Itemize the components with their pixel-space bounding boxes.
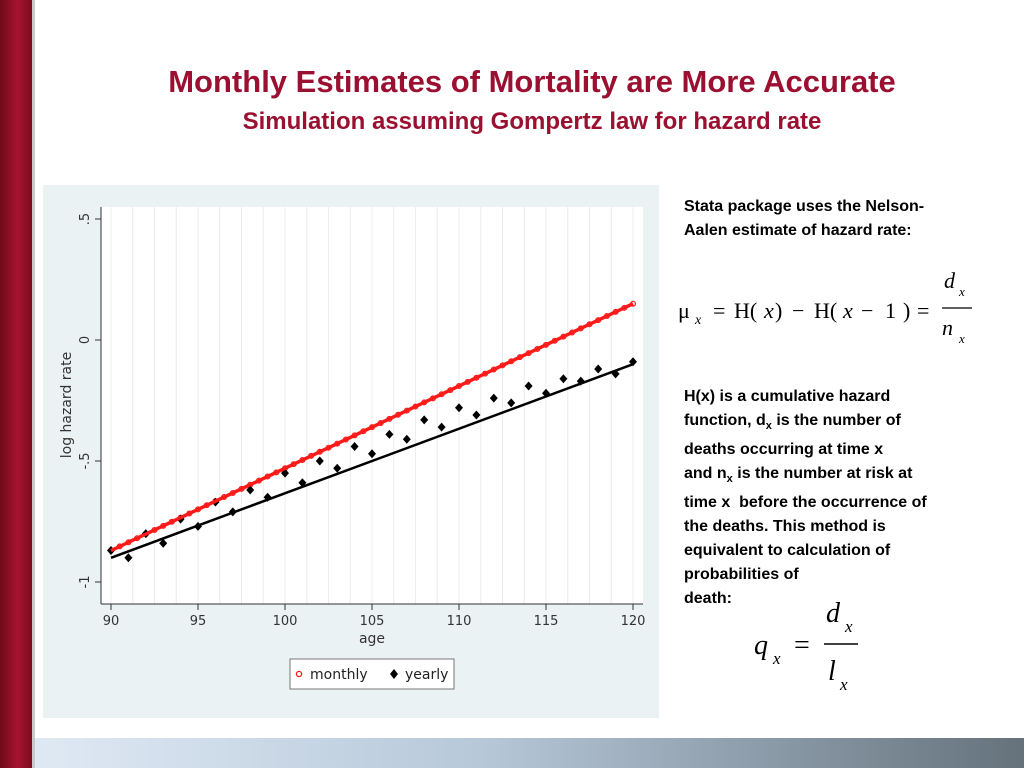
legend-yearly-marker (390, 669, 398, 679)
yearly-data-point (315, 456, 324, 466)
y-axis-ticks: -1 -.5 0 .5 (78, 213, 101, 589)
cumulative-hazard-note: H(x) is a cumulative hazard function, dx… (684, 385, 1004, 611)
chart-panel: 90 95 100 105 110 115 120 -1 -.5 0 .5 age log haz… (43, 185, 659, 718)
note-line: equivalent to calculation of (684, 542, 891, 560)
x-axis-ticks: 90 95 100 105 110 115 120 (103, 604, 646, 629)
monthly-fit-line (110, 302, 634, 553)
y-tick-label: -1 (78, 576, 93, 589)
nelson-aalen-formula: μ x = H( x ) − H( x − 1 ) = d x n x (678, 268, 972, 346)
yearly-data-point (159, 538, 168, 548)
slide-subtitle: Simulation assuming Gompertz law for haz… (242, 108, 822, 135)
yearly-data-point (385, 429, 394, 439)
formula-minus: − (861, 298, 873, 323)
formula-denominator: l (828, 656, 836, 687)
yearly-data-point (420, 415, 429, 425)
yearly-data-point (350, 441, 359, 451)
formula-equals: = (713, 298, 725, 323)
legend-box (289, 658, 455, 690)
yearly-data-point (402, 434, 411, 444)
note-line: and nx is the number at risk at (684, 462, 1004, 491)
formula-numerator-sub: x (844, 617, 853, 636)
formula-numerator: d (944, 268, 956, 293)
y-tick-label: -.5 (78, 452, 93, 469)
yearly-data-point (507, 398, 516, 408)
note-line: H(x) is a cumulative hazard (684, 388, 891, 405)
left-accent-bar-edge (32, 0, 35, 768)
note-line: probabilities of (684, 566, 799, 584)
formula-h-open: H( (734, 298, 757, 323)
x-axis-title: age (359, 631, 385, 647)
y-axis-title: log hazard rate (59, 352, 75, 458)
log-hazard-chart: 90 95 100 105 110 115 120 -1 -.5 0 .5 age log haz… (59, 207, 646, 690)
yearly-data-point (124, 553, 133, 563)
x-tick-label: 105 (360, 614, 385, 629)
yearly-data-point (576, 376, 585, 386)
death-probability-formula: q x = d x l x (754, 598, 858, 694)
note-text: and n (684, 465, 727, 483)
formula-x: x (763, 298, 774, 323)
yearly-data-point (333, 463, 342, 473)
formula-equals: = (794, 630, 810, 661)
note-line: death: (684, 590, 732, 608)
x-tick-label: 115 (534, 614, 559, 629)
formula-one: 1 (885, 298, 896, 323)
formula-denominator-sub: x (958, 331, 965, 346)
formula-numerator-sub: x (958, 284, 965, 299)
formula-denominator-sub: x (839, 675, 848, 694)
legend-monthly-label: monthly (310, 667, 368, 683)
formula-q-sub: x (772, 649, 781, 668)
x-tick-label: 100 (273, 614, 298, 629)
formula-minus: − (792, 298, 804, 323)
yearly-fit-line (110, 363, 634, 559)
yearly-data-point (437, 422, 446, 432)
yearly-data-point (455, 403, 463, 413)
yearly-data-point (246, 485, 255, 495)
yearly-data-point (559, 374, 568, 384)
x-tick-label: 90 (103, 614, 120, 629)
y-tick-label: 0 (78, 336, 93, 344)
note-line: function, dx is the number of (684, 409, 1004, 438)
formula-numerator: d (826, 598, 841, 629)
formula-denominator: n (942, 315, 953, 340)
x-tick-label: 120 (621, 614, 646, 629)
yearly-data-point (489, 393, 498, 403)
note-text: is the number at risk at (732, 465, 913, 483)
nelson-aalen-note: Stata package uses the Nelson- Aalen est… (684, 195, 1004, 243)
yearly-data-point (524, 381, 533, 391)
formula-close-paren: ) (903, 298, 910, 323)
note-line: Stata package uses the Nelson- (684, 198, 925, 215)
x-tick-label: 95 (190, 614, 207, 629)
x-tick-label: 110 (447, 614, 472, 629)
formula-x: x (842, 298, 853, 323)
yearly-data-point (472, 410, 481, 420)
bottom-gradient-bar (35, 738, 1024, 768)
note-subscript: x (765, 420, 772, 433)
yearly-data-point (594, 364, 603, 374)
legend-monthly-marker (295, 670, 303, 678)
left-accent-bar (0, 0, 32, 768)
note-line: Aalen estimate of hazard rate: (684, 222, 912, 239)
fit-lines (110, 302, 634, 559)
chart-legend: monthly yearly (289, 658, 455, 690)
formula-mu: μ (678, 298, 690, 323)
formula-q: q (754, 630, 768, 661)
note-line: the deaths. This method is (684, 518, 886, 536)
note-line: deaths occurring at time x (684, 441, 884, 459)
formula-mu-sub: x (694, 313, 702, 328)
slide-title: Monthly Estimates of Mortality are More … (168, 64, 896, 99)
legend-yearly-label: yearly (405, 667, 448, 683)
y-tick-label: .5 (78, 213, 93, 225)
formula-equals: = (917, 298, 929, 323)
yearly-data-point (368, 449, 376, 459)
note-subscript: x (726, 473, 733, 486)
formula-close-paren: ) (775, 298, 782, 323)
note-text: is the number of (771, 412, 901, 429)
note-line: time x before the occurrence of (684, 494, 927, 512)
formula-h-open: H( (814, 298, 837, 323)
note-text: function, d (684, 412, 766, 429)
